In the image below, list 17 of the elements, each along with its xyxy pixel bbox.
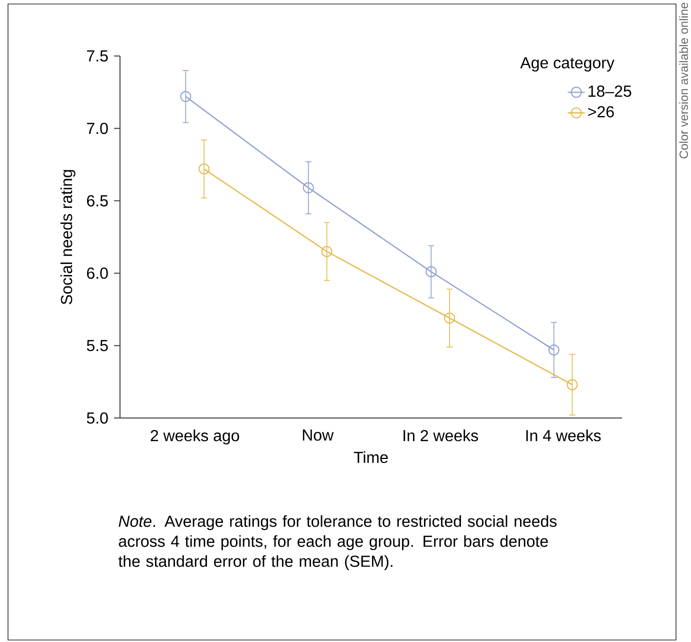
x-tick-label: In 2 weeks (404, 430, 478, 442)
y-tick-label: 6.0 (87, 268, 108, 279)
text: Color version available online (679, 2, 688, 158)
y-tick-label: 7.0 (87, 122, 108, 134)
y-axis-title: Social needs rating (60, 170, 76, 304)
legend-label: >26 (588, 106, 614, 118)
y-tick-label: 6.5 (87, 195, 108, 206)
x-tick-label: 2 weeks ago (150, 430, 240, 444)
legend-label: 18–25 (588, 86, 632, 97)
legend-title: Age category (520, 57, 614, 72)
x-axis-title: Time (354, 451, 388, 464)
y-tick-label: 5.5 (86, 340, 108, 352)
x-tick-label: Now (302, 430, 334, 441)
text: Note. Average ratings for tolerance to restricted social needs across 4 time points, for each age group. Error bars denote the standard error of the mean (SEM). (118, 515, 557, 570)
x-tick-label: In 4 weeks (526, 430, 601, 442)
y-tick-label: 5.0 (86, 412, 108, 424)
y-tick-label: 7.5 (87, 50, 108, 62)
